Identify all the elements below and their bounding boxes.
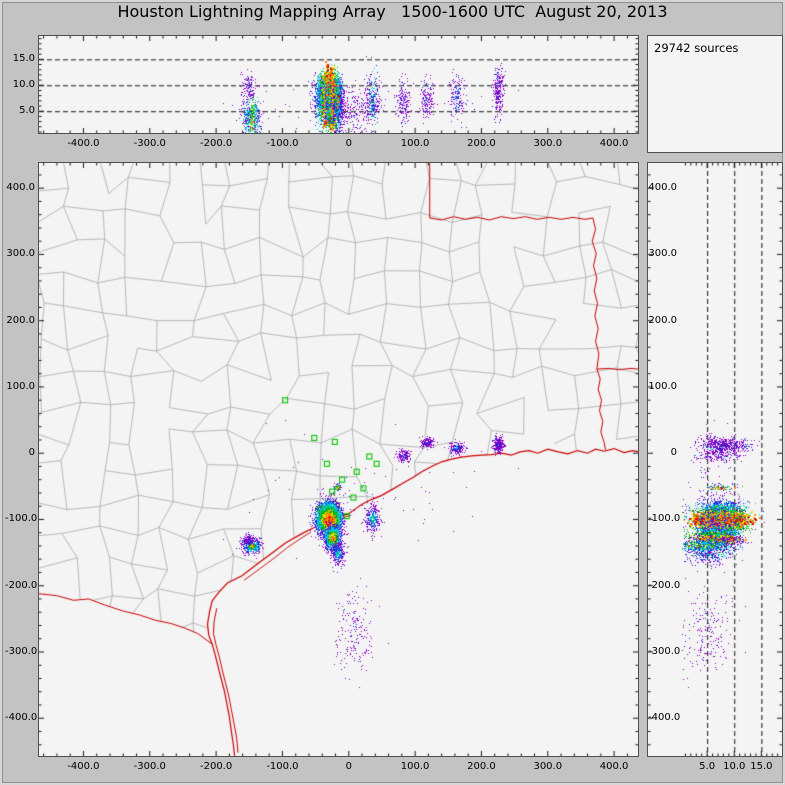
figure-title: Houston Lightning Mapping Array 1500-160… xyxy=(117,2,668,21)
alt-tick-label: 10.0 xyxy=(723,761,746,772)
ew-tick-label: 100.0 xyxy=(400,138,430,149)
ew-altitude-canvas xyxy=(39,36,638,133)
ns-tick-label-right-panel: 300.0 xyxy=(648,248,677,260)
ew-tick-label: 0 xyxy=(345,138,352,149)
ew-tick-label: 200.0 xyxy=(467,761,496,772)
ew-tick-label: -400.0 xyxy=(67,138,100,149)
ew-tick-label: 100.0 xyxy=(400,761,430,772)
ns-tick-label-right-panel: -300.0 xyxy=(648,645,681,657)
ew-tick-label: -200.0 xyxy=(199,761,233,772)
ns-tick-label-right-panel: -200.0 xyxy=(648,579,681,591)
ew-tick-label: -100.0 xyxy=(266,138,299,149)
ew-altitude-panel xyxy=(38,35,639,134)
ew-tick-label: 0 xyxy=(345,761,352,772)
ns-tick-label: -300.0 xyxy=(5,645,38,657)
ns-altitude-canvas xyxy=(648,163,782,756)
ns-tick-label-right-panel: 0 xyxy=(670,447,677,459)
sources-count-panel: 29742 sources xyxy=(647,35,783,153)
alt-tick-label: 10.0 xyxy=(12,79,35,91)
ew-tick-label: -300.0 xyxy=(133,761,166,772)
alt-tick-label: 15.0 xyxy=(750,761,773,772)
ew-tick-label: -200.0 xyxy=(199,138,233,149)
ns-tick-label: 300.0 xyxy=(6,248,35,260)
ew-tick-label: -300.0 xyxy=(133,138,166,149)
ns-tick-label: 200.0 xyxy=(6,314,35,326)
ns-tick-label: 0 xyxy=(28,447,35,459)
alt-tick-label: 5.0 xyxy=(19,105,35,117)
ew-tick-label: 300.0 xyxy=(533,138,563,149)
ew-tick-label: 300.0 xyxy=(533,761,563,772)
ew-tick-label: -400.0 xyxy=(67,761,100,772)
ew-tick-label: -100.0 xyxy=(266,761,299,772)
ns-tick-label-right-panel: 200.0 xyxy=(648,314,677,326)
ns-tick-label: -400.0 xyxy=(5,712,38,724)
sources-count-label: 29742 sources xyxy=(654,41,739,55)
alt-tick-label: 5.0 xyxy=(699,761,716,772)
ns-tick-label-right-panel: 400.0 xyxy=(648,182,677,194)
ns-tick-label: -200.0 xyxy=(5,579,38,591)
ns-tick-label-right-panel: -400.0 xyxy=(648,712,681,724)
ns-tick-label: 400.0 xyxy=(6,182,35,194)
ew-tick-label: 400.0 xyxy=(599,138,629,149)
ew-tick-label: 400.0 xyxy=(599,761,629,772)
plan-view-map-panel xyxy=(38,162,639,757)
ns-tick-label: 100.0 xyxy=(6,380,35,392)
ns-tick-label: -100.0 xyxy=(5,513,38,525)
ns-altitude-panel xyxy=(647,162,783,757)
alt-tick-label: 15.0 xyxy=(12,53,35,65)
plan-view-map-canvas xyxy=(39,163,638,756)
ew-tick-label: 200.0 xyxy=(467,138,496,149)
ns-tick-label-right-panel: -100.0 xyxy=(648,513,681,525)
ns-tick-label-right-panel: 100.0 xyxy=(648,380,677,392)
